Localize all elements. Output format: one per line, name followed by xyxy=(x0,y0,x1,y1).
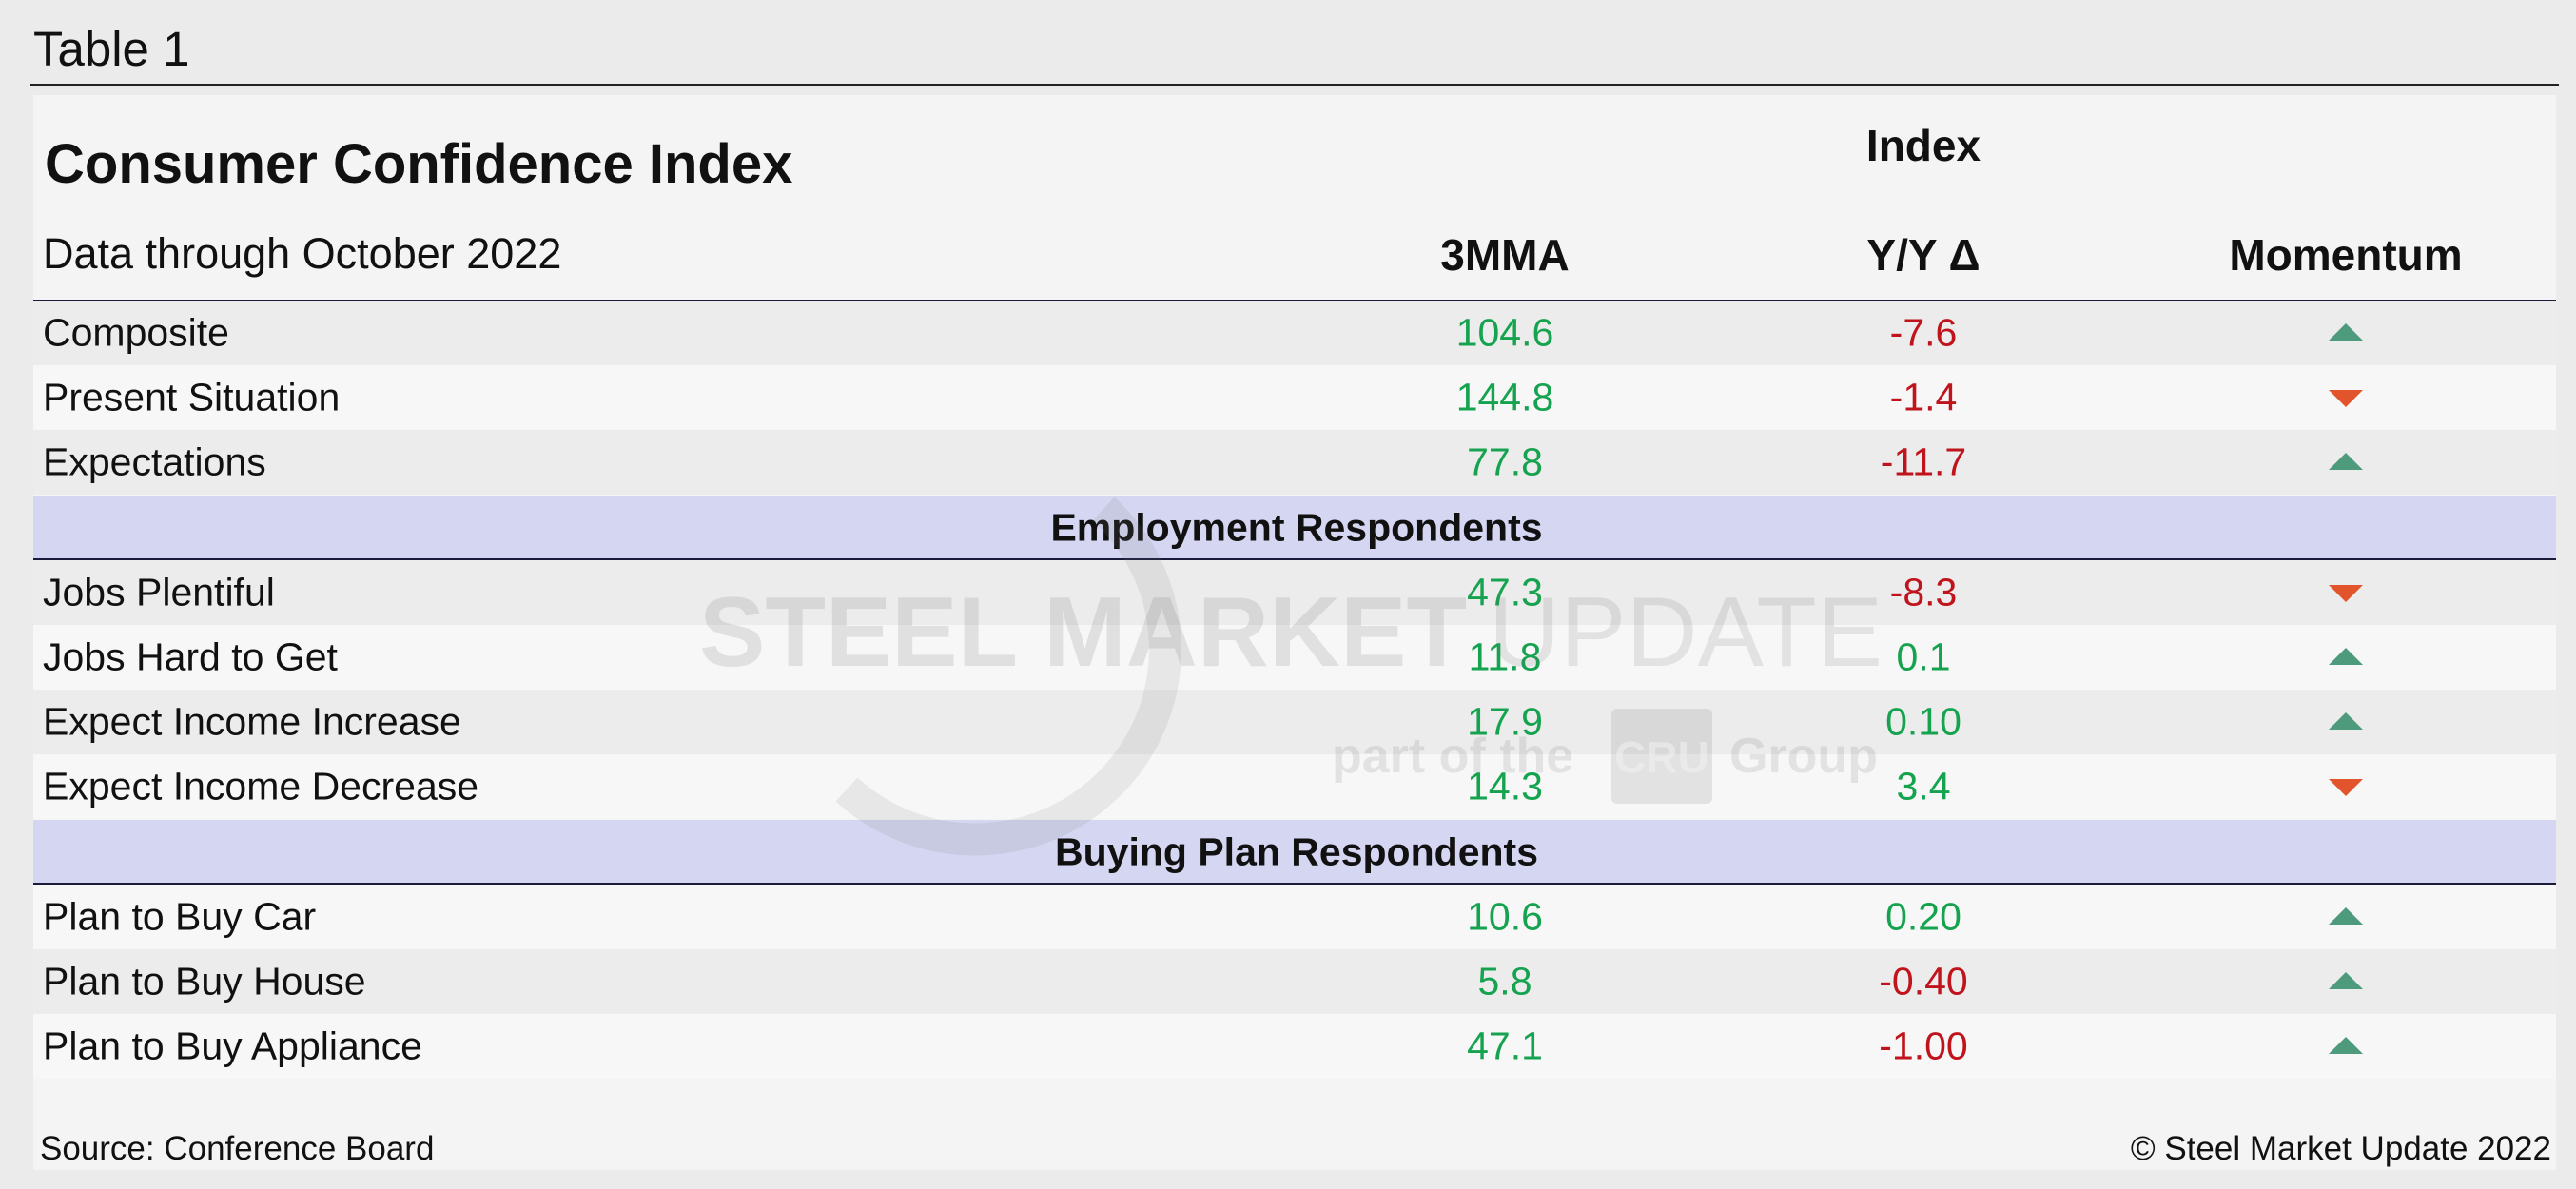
row-label: Expect Income Decrease xyxy=(43,764,479,809)
section-rule xyxy=(33,557,2556,560)
mma-value: 144.8 xyxy=(1455,375,1554,419)
yoy-value: -11.7 xyxy=(1880,439,1967,484)
arrow-shape xyxy=(2329,648,2363,665)
momentum-down-arrow xyxy=(2329,390,2363,408)
table-row: Plan to Buy Car 10.6 0.20 xyxy=(33,884,2556,949)
table-row: Plan to Buy Appliance 47.1 -1.00 xyxy=(33,1014,2556,1080)
table-row: Expectations 77.8 -11.7 xyxy=(33,430,2556,496)
yoy-value: 3.4 xyxy=(1896,764,1951,809)
mma-value: 10.6 xyxy=(1467,894,1543,939)
mma-value: 47.1 xyxy=(1467,1023,1543,1068)
section-heading: Employment Respondents xyxy=(1050,505,1543,550)
momentum-up-arrow xyxy=(2329,323,2363,341)
mma-value: 5.8 xyxy=(1477,959,1532,1004)
arrow-shape xyxy=(2329,390,2363,408)
row-label: Composite xyxy=(43,310,229,355)
section-heading: Buying Plan Respondents xyxy=(1055,829,1538,874)
arrow-shape xyxy=(2329,584,2363,602)
footer-copyright: © Steel Market Update 2022 xyxy=(2130,1130,2551,1167)
mma-value: 47.3 xyxy=(1467,570,1543,614)
table-row: Jobs Plentiful 47.3 -8.3 xyxy=(33,559,2556,625)
mma-value: 14.3 xyxy=(1467,764,1543,809)
arrow-shape xyxy=(2329,712,2363,731)
row-label: Plan to Buy Car xyxy=(43,894,317,939)
mma-value: 77.8 xyxy=(1467,439,1543,484)
row-label: Plan to Buy House xyxy=(43,959,366,1004)
momentum-up-arrow xyxy=(2329,648,2363,665)
row-label: Plan to Buy Appliance xyxy=(43,1023,422,1068)
table-label: Table 1 xyxy=(33,22,190,76)
arrow-shape xyxy=(2329,453,2363,471)
yoy-value: 0.1 xyxy=(1896,634,1951,679)
arrow-shape xyxy=(2329,972,2363,989)
momentum-down-arrow xyxy=(2329,584,2363,602)
yoy-value: -7.6 xyxy=(1889,310,1958,355)
arrow-shape xyxy=(2329,323,2363,341)
column-header: Momentum xyxy=(2229,230,2463,280)
momentum-up-arrow xyxy=(2329,712,2363,731)
section-row: Employment Respondents xyxy=(33,495,2556,560)
arrow-shape xyxy=(2329,1037,2363,1055)
yoy-value: -8.3 xyxy=(1889,570,1958,614)
momentum-up-arrow xyxy=(2329,1037,2363,1055)
table-row: Jobs Hard to Get 11.8 0.1 xyxy=(33,625,2556,690)
table-row: Plan to Buy House 5.8 -0.40 xyxy=(33,949,2556,1014)
mma-value: 104.6 xyxy=(1455,310,1554,355)
row-label: Present Situation xyxy=(43,375,341,419)
arrow-shape xyxy=(2329,906,2363,925)
table-row: Expect Income Decrease 14.3 3.4 xyxy=(33,754,2556,820)
section-row: Buying Plan Respondents xyxy=(33,819,2556,885)
table-title: Consumer Confidence Index xyxy=(45,133,793,195)
yoy-value: 0.20 xyxy=(1885,894,1961,939)
table-subtitle: Data through October 2022 xyxy=(43,229,562,278)
yoy-value: -1.4 xyxy=(1889,375,1958,419)
footer-source: Source: Conference Board xyxy=(40,1130,435,1167)
column-header: 3MMA xyxy=(1440,230,1570,280)
row-label: Jobs Plentiful xyxy=(43,570,275,614)
row-label: Expectations xyxy=(43,439,266,484)
table-row: Expect Income Increase 17.9 0.10 xyxy=(33,690,2556,755)
momentum-up-arrow xyxy=(2329,453,2363,471)
table-row: Present Situation 144.8 -1.4 xyxy=(33,365,2556,431)
mma-value: 17.9 xyxy=(1467,699,1543,744)
momentum-down-arrow xyxy=(2329,779,2363,797)
mma-value: 11.8 xyxy=(1468,634,1542,679)
row-label: Expect Income Increase xyxy=(43,699,461,744)
top-rule xyxy=(30,84,2559,86)
section-rule xyxy=(33,882,2556,885)
momentum-up-arrow xyxy=(2329,906,2363,925)
group-header: Index xyxy=(1865,121,1981,170)
arrow-shape xyxy=(2329,779,2363,797)
yoy-value: 0.10 xyxy=(1885,699,1961,744)
column-header: Y/Y Δ xyxy=(1866,230,1981,280)
table-row: Composite 104.6 -7.6 xyxy=(33,301,2556,365)
yoy-value: -0.40 xyxy=(1879,959,1968,1004)
yoy-value: -1.00 xyxy=(1879,1023,1968,1068)
momentum-up-arrow xyxy=(2329,972,2363,989)
row-label: Jobs Hard to Get xyxy=(43,634,338,679)
